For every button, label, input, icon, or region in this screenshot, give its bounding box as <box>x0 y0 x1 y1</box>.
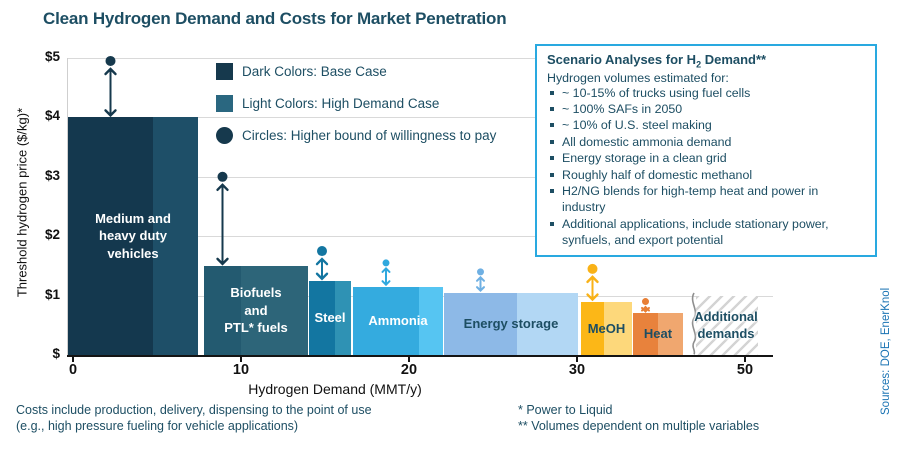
arrowhead-icon <box>586 275 599 284</box>
scenario-bullet-text: All domestic ammonia demand <box>562 134 732 149</box>
bar-segment-base-case <box>581 301 604 355</box>
x-tick-mark <box>744 357 746 362</box>
footnote-costs: Costs include production, delivery, disp… <box>16 403 372 434</box>
scenario-bullet-item: ~ 100% SAFs in 2050 <box>547 101 865 117</box>
willingness-circle-icon <box>382 259 390 267</box>
bar-segment-base-case <box>204 265 241 355</box>
scenario-box-intro: Hydrogen volumes estimated for: <box>547 70 729 85</box>
scenario-bullet-item: All domestic ammonia demand <box>547 134 865 150</box>
bar-segment-high-demand <box>419 286 443 355</box>
scenario-bullet-text: ~ 10% of U.S. steel making <box>562 118 712 133</box>
scenario-bullet-item: Energy storage in a clean grid <box>547 150 865 166</box>
bar-segment-base-case <box>353 286 419 355</box>
scenario-bullet-item: Roughly half of domestic methanol <box>547 167 865 183</box>
gridline <box>68 176 773 178</box>
high-demand-swatch-icon <box>216 95 233 112</box>
bullet-square-icon <box>550 189 554 194</box>
arrowhead-icon <box>104 109 117 118</box>
x-tick-mark <box>576 357 578 362</box>
y-tick-label: $3 <box>44 167 60 183</box>
scenario-bullet-item: Additional applications, include station… <box>547 216 865 249</box>
x-tick-label: 30 <box>568 362 586 378</box>
bar-segment-base-case <box>309 280 335 355</box>
bar-segment-high-demand <box>604 301 632 355</box>
arrowhead-icon <box>476 275 485 282</box>
scenario-bullet-text: ~ 100% SAFs in 2050 <box>562 102 683 116</box>
x-tick-label: 50 <box>736 362 754 378</box>
bullet-square-icon <box>550 221 554 226</box>
y-tick-label: $5 <box>44 49 60 64</box>
x-axis-line <box>67 355 773 357</box>
scenario-bullet-list: ~ 10-15% of trucks using fuel cells ~ 100… <box>547 85 865 249</box>
arrowhead-icon <box>216 257 229 266</box>
bar-additional-demands-hatch <box>696 295 758 355</box>
legend-item-base-case: Dark Colors: Base Case <box>216 63 387 80</box>
arrowhead-icon <box>216 183 229 192</box>
arrowhead-icon <box>641 305 650 312</box>
legend-label: Circles: Higher bound of willingness to … <box>242 128 497 143</box>
axis-break-wave-path <box>691 292 697 355</box>
scenario-bullet-text: Energy storage in a clean grid <box>562 151 727 166</box>
scenario-bullet-item: H2/NG blends for high-temp heat and powe… <box>547 183 865 216</box>
arrowhead-icon <box>381 280 391 287</box>
arrowhead-icon <box>315 272 329 281</box>
bullet-square-icon <box>550 90 554 95</box>
x-tick-label: 0 <box>68 362 78 378</box>
y-tick-label: $2 <box>44 227 60 243</box>
arrowhead-icon <box>641 306 650 313</box>
scenario-bullet-item: ~ 10-15% of trucks using fuel cells <box>547 85 865 101</box>
base-case-swatch-icon <box>216 63 233 80</box>
scenario-analyses-box: Scenario Analyses for H2 Demand** Hydrog… <box>535 44 877 257</box>
y-axis-title: Threshold hydrogen price ($/kg)* <box>14 107 30 298</box>
gridline <box>68 236 773 238</box>
bar-segment-base-case <box>68 117 153 355</box>
scenario-bullet-item: ~ 10% of U.S. steel making <box>547 117 865 133</box>
willingness-circle-icon <box>317 246 327 257</box>
willingness-circle-icon <box>642 298 649 306</box>
bar-segment-high-demand <box>241 265 308 355</box>
arrowhead-icon <box>476 286 485 293</box>
bar-segment-base-case <box>444 292 517 355</box>
gridline <box>68 117 773 119</box>
legend-label: Dark Colors: Base Case <box>242 64 387 79</box>
bullet-square-icon <box>550 107 554 111</box>
x-axis-title: Hydrogen Demand (MMT/y) <box>248 381 422 397</box>
willingness-circle-icon <box>587 263 598 274</box>
bullet-square-icon <box>550 139 554 144</box>
scenario-bullet-text: ~ 10-15% of trucks using fuel cells <box>562 85 751 100</box>
bullet-square-icon <box>550 123 554 128</box>
x-tick-mark <box>408 357 410 362</box>
y-tick-label: $1 <box>44 286 60 302</box>
x-tick-mark <box>240 357 242 362</box>
scenario-box-title: Scenario Analyses for H2 Demand** <box>547 52 767 70</box>
bar-segment-base-case <box>633 313 658 355</box>
scenario-bullet-text: Additional applications, include station… <box>562 216 829 248</box>
footnote-asterisks: * Power to Liquid ** Volumes dependent o… <box>518 403 760 434</box>
bar-segment-high-demand <box>658 313 683 355</box>
bar-segment-high-demand <box>153 117 198 355</box>
x-tick-label: 10 <box>232 362 250 378</box>
scenario-bullet-text: H2/NG blends for high-temp heat and powe… <box>562 184 819 215</box>
bullet-square-icon <box>550 156 554 161</box>
x-tick-mark <box>72 357 74 362</box>
legend-item-high-demand: Light Colors: High Demand Case <box>216 95 439 112</box>
arrowhead-icon <box>381 267 391 273</box>
legend-label: Light Colors: High Demand Case <box>242 96 440 111</box>
gridline <box>68 58 773 59</box>
y-tick-label: $4 <box>44 108 60 124</box>
willingness-circle-icon <box>216 127 233 144</box>
bar-segment-high-demand <box>335 280 351 355</box>
bullet-square-icon <box>550 172 554 177</box>
legend-item-willingness: Circles: Higher bound of willingness to … <box>216 127 496 144</box>
y-tick-label: $ <box>52 346 60 361</box>
arrowhead-icon <box>315 257 329 266</box>
willingness-circle-icon <box>477 268 484 276</box>
bar-segment-high-demand <box>517 292 578 355</box>
source-credit: Sources: DOE, EnerKnol <box>880 287 892 415</box>
x-tick-label: 20 <box>400 362 418 378</box>
arrowhead-icon <box>104 67 117 76</box>
scenario-bullet-text: Roughly half of domestic methanol <box>562 167 753 182</box>
chart-title: Clean Hydrogen Demand and Costs for Mark… <box>43 9 507 28</box>
